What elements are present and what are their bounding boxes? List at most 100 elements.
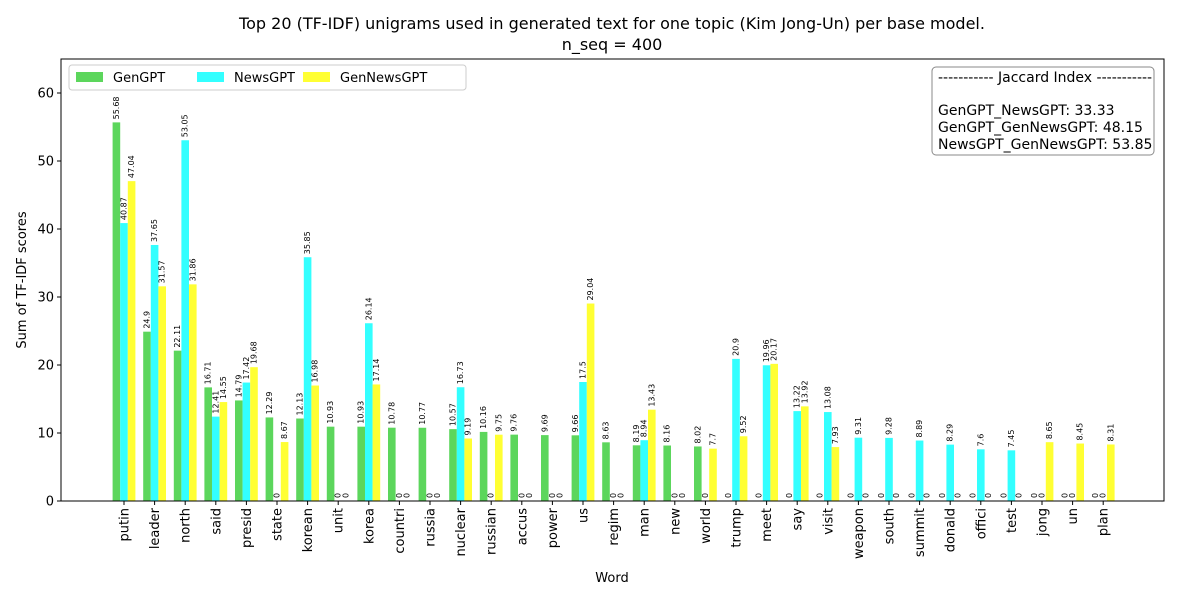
bar-newsgpt — [946, 444, 954, 501]
data-label: 8.45 — [1076, 423, 1085, 441]
data-label: 0 — [426, 493, 435, 498]
data-label: 0 — [877, 493, 886, 498]
data-label: 0 — [670, 493, 679, 498]
data-label: 0 — [785, 493, 794, 498]
x-tick-label: korea — [362, 508, 377, 544]
bar-gennewsgpt — [739, 436, 748, 501]
bar-gengpt — [418, 427, 427, 501]
x-tick-label: south — [883, 508, 898, 544]
bar-gengpt — [663, 445, 671, 501]
bar-gennewsgpt — [648, 409, 656, 501]
data-label: 13.22 — [793, 385, 802, 408]
y-tick-label: 20 — [37, 359, 54, 374]
data-label: 7.7 — [709, 433, 718, 446]
bar-gengpt — [541, 435, 549, 501]
x-tick-label: trump — [730, 508, 745, 548]
data-label: 0 — [701, 493, 710, 498]
data-label: 7.6 — [976, 434, 985, 447]
x-tick-label: un — [1066, 508, 1081, 524]
data-label: 0 — [908, 493, 917, 498]
data-label: 0 — [609, 493, 618, 498]
bar-newsgpt — [303, 257, 312, 501]
bar-newsgpt — [793, 411, 801, 501]
data-label: 0 — [816, 493, 825, 498]
data-label: 8.29 — [946, 424, 955, 442]
bar-gengpt — [388, 427, 396, 501]
data-label: 40.87 — [120, 197, 129, 220]
data-label: 29.04 — [586, 278, 595, 301]
data-label: 0 — [341, 493, 350, 498]
data-label: 0 — [984, 493, 993, 498]
data-label: 12.41 — [211, 391, 220, 414]
data-label: 31.86 — [188, 258, 197, 281]
data-label: 0 — [1015, 493, 1024, 498]
data-label: 12.13 — [296, 393, 305, 416]
y-tick-label: 50 — [37, 155, 54, 170]
bar-gennewsgpt — [464, 438, 472, 501]
bar-gennewsgpt — [189, 284, 197, 501]
data-label: 26.14 — [364, 297, 373, 320]
bar-gennewsgpt — [586, 303, 595, 501]
bar-newsgpt — [824, 412, 832, 501]
data-label: 13.92 — [800, 380, 809, 403]
x-tick-label: leader — [148, 507, 163, 549]
x-tick-label: meet — [760, 508, 775, 542]
x-tick-label: state — [271, 508, 286, 541]
data-label: 17.14 — [372, 359, 381, 382]
y-tick-label: 0 — [46, 495, 54, 510]
data-label: 0 — [556, 493, 565, 498]
bar-newsgpt — [120, 223, 128, 502]
data-label: 17.42 — [242, 357, 251, 380]
data-label: 0 — [517, 493, 526, 498]
jaccard-line: GenGPT_GenNewsGPT: 48.15 — [938, 120, 1143, 136]
legend-label: GenGPT — [113, 71, 165, 86]
x-tick-label: us — [577, 508, 592, 523]
data-label: 14.79 — [234, 375, 243, 398]
legend-swatch — [76, 72, 103, 82]
bar-gengpt — [479, 431, 488, 501]
x-tick-label: north — [179, 508, 194, 543]
data-label: 35.85 — [303, 231, 312, 254]
bar-newsgpt — [732, 358, 740, 501]
data-label: 10.93 — [357, 401, 366, 424]
data-label: 16.71 — [204, 361, 213, 384]
data-label: 0 — [969, 493, 978, 498]
axes-frame — [60, 58, 1165, 502]
bar-gennewsgpt — [770, 363, 778, 501]
legend-box — [68, 64, 467, 91]
x-axis-label: Word — [595, 571, 628, 586]
data-label: 0 — [846, 493, 855, 498]
data-label: 0 — [755, 493, 764, 498]
bar-gengpt — [357, 426, 365, 501]
legend-swatch — [197, 72, 224, 82]
bar-newsgpt — [915, 440, 924, 501]
data-label: 0 — [999, 493, 1008, 498]
data-label: 20.17 — [770, 338, 779, 361]
data-label: 47.04 — [127, 155, 136, 178]
x-tick-label: man — [638, 508, 653, 537]
data-label: 0 — [433, 493, 442, 498]
bar-gengpt — [296, 418, 304, 501]
x-tick-label: world — [699, 508, 714, 544]
data-label: 0 — [724, 493, 733, 498]
data-label: 24.9 — [143, 311, 152, 329]
data-label: 20.9 — [732, 338, 741, 356]
bar-gengpt — [326, 426, 335, 501]
bar-gengpt — [173, 350, 182, 501]
data-label: 53.05 — [181, 114, 190, 137]
data-label: 0 — [862, 493, 871, 498]
data-label: 9.28 — [885, 417, 894, 435]
legend: GenGPT NewsGPT GenNewsGPT — [68, 64, 467, 91]
data-label: 37.65 — [150, 219, 159, 242]
data-label: 55.68 — [112, 96, 121, 119]
x-tick-label: jong — [1036, 508, 1051, 537]
data-label: 0 — [403, 493, 412, 498]
bar-gennewsgpt — [127, 181, 136, 502]
data-label: 9.66 — [571, 414, 580, 432]
data-label: 9.19 — [464, 418, 473, 436]
data-label: 0 — [938, 493, 947, 498]
data-label: 0 — [548, 493, 557, 498]
bar-newsgpt — [579, 382, 587, 501]
x-tick-label: accus — [515, 508, 530, 546]
